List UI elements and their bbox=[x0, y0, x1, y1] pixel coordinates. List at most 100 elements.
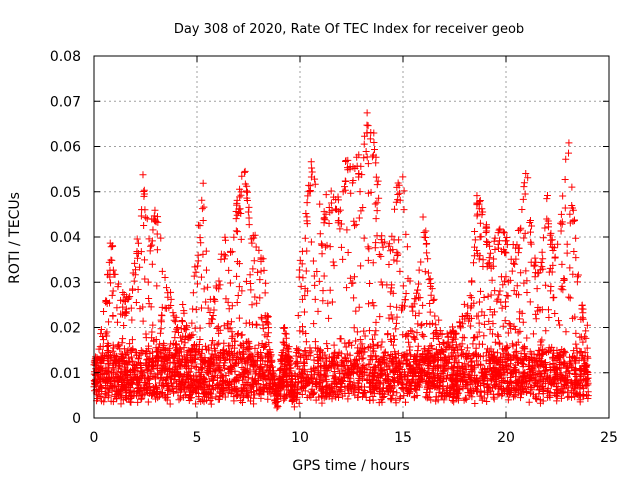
data-point bbox=[402, 290, 410, 298]
data-point bbox=[473, 312, 481, 320]
data-point bbox=[528, 367, 536, 375]
data-point bbox=[494, 229, 502, 237]
chart-title: Day 308 of 2020, Rate Of TEC Index for r… bbox=[174, 22, 524, 37]
data-point bbox=[536, 347, 544, 355]
data-point bbox=[344, 248, 352, 256]
data-point bbox=[381, 348, 389, 356]
data-point bbox=[298, 385, 306, 393]
data-point bbox=[199, 364, 207, 372]
data-point bbox=[558, 218, 566, 226]
data-point bbox=[536, 306, 544, 314]
data-point bbox=[206, 360, 214, 368]
data-point bbox=[432, 321, 440, 329]
data-point bbox=[232, 227, 240, 235]
data-point bbox=[241, 368, 249, 376]
data-point bbox=[169, 309, 177, 317]
data-point bbox=[305, 187, 313, 195]
data-point bbox=[330, 193, 338, 201]
data-point bbox=[363, 109, 371, 117]
data-point bbox=[561, 348, 569, 356]
data-point bbox=[473, 374, 481, 382]
data-point bbox=[350, 222, 358, 230]
data-point bbox=[310, 272, 318, 280]
data-point bbox=[183, 322, 191, 330]
data-point bbox=[570, 354, 578, 362]
data-point bbox=[209, 312, 217, 320]
data-point bbox=[532, 394, 540, 402]
data-point bbox=[235, 205, 243, 213]
data-point bbox=[295, 266, 303, 274]
data-point bbox=[411, 392, 419, 400]
data-point bbox=[229, 356, 237, 364]
data-point bbox=[163, 284, 171, 292]
data-point bbox=[135, 359, 143, 367]
data-point bbox=[163, 357, 171, 365]
data-point bbox=[221, 359, 229, 367]
data-point bbox=[378, 338, 386, 346]
data-point bbox=[511, 260, 519, 268]
data-point bbox=[385, 242, 393, 250]
data-point bbox=[374, 177, 382, 185]
data-point bbox=[415, 381, 423, 389]
data-point bbox=[418, 331, 426, 339]
data-point bbox=[221, 233, 229, 241]
data-point bbox=[526, 370, 534, 378]
data-point bbox=[158, 303, 166, 311]
data-point bbox=[556, 371, 564, 379]
data-point bbox=[210, 306, 218, 314]
data-point bbox=[145, 294, 153, 302]
data-point bbox=[562, 328, 570, 336]
data-point bbox=[347, 189, 355, 197]
data-point bbox=[579, 392, 587, 400]
data-point bbox=[236, 392, 244, 400]
data-point bbox=[415, 309, 423, 317]
data-point bbox=[546, 374, 554, 382]
data-point bbox=[446, 374, 454, 382]
data-point bbox=[253, 299, 261, 307]
data-point bbox=[294, 347, 302, 355]
data-point bbox=[569, 270, 577, 278]
data-point bbox=[487, 264, 495, 272]
data-point bbox=[466, 292, 474, 300]
data-point bbox=[268, 385, 276, 393]
data-point bbox=[190, 272, 198, 280]
data-point bbox=[499, 322, 507, 330]
data-point bbox=[433, 349, 441, 357]
data-point bbox=[303, 247, 311, 255]
data-point bbox=[453, 371, 461, 379]
data-point bbox=[364, 256, 372, 264]
data-point bbox=[390, 335, 398, 343]
data-point bbox=[496, 287, 504, 295]
data-point bbox=[233, 228, 241, 236]
data-point bbox=[548, 353, 556, 361]
data-point bbox=[251, 344, 259, 352]
data-point bbox=[303, 355, 311, 363]
data-point bbox=[572, 234, 580, 242]
data-point bbox=[192, 388, 200, 396]
data-point bbox=[341, 353, 349, 361]
data-point bbox=[449, 378, 457, 386]
data-point bbox=[190, 345, 198, 353]
data-point bbox=[328, 298, 336, 306]
data-point bbox=[337, 383, 345, 391]
data-point bbox=[185, 347, 193, 355]
data-point bbox=[348, 386, 356, 394]
data-point bbox=[472, 344, 480, 352]
data-point bbox=[301, 234, 309, 242]
data-point bbox=[496, 225, 504, 233]
data-point bbox=[385, 261, 393, 269]
data-point bbox=[442, 386, 450, 394]
data-point bbox=[386, 357, 394, 365]
data-point bbox=[391, 350, 399, 358]
data-point bbox=[97, 330, 105, 338]
data-point bbox=[198, 356, 206, 364]
data-point bbox=[511, 325, 519, 333]
data-point bbox=[358, 171, 366, 179]
data-point bbox=[528, 374, 536, 382]
data-point bbox=[333, 390, 341, 398]
data-point bbox=[280, 396, 288, 404]
data-point bbox=[237, 384, 245, 392]
data-point bbox=[480, 294, 488, 302]
data-point bbox=[149, 226, 157, 234]
data-point bbox=[402, 359, 410, 367]
